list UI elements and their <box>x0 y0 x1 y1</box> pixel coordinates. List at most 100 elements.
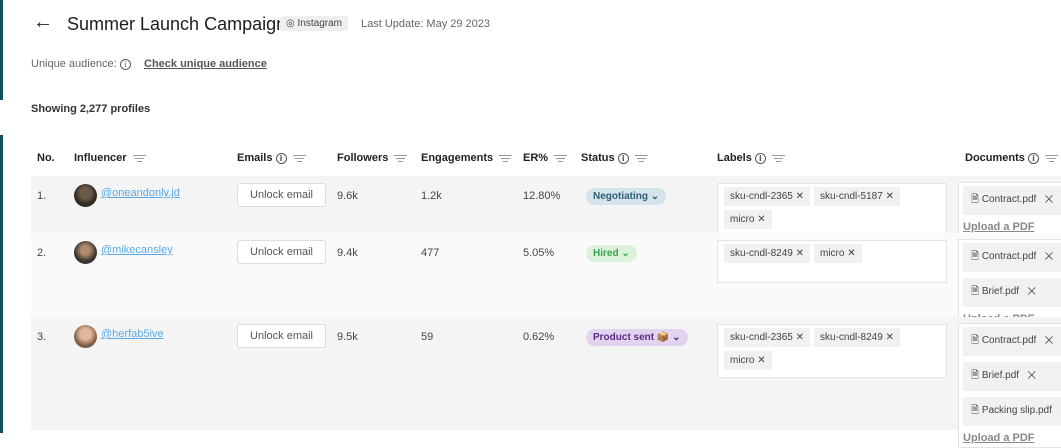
remove-label-icon[interactable]: ✕ <box>757 355 766 366</box>
col-followers[interactable]: Followers <box>337 152 408 164</box>
filter-icon[interactable] <box>292 153 306 164</box>
label-text: sku-cndl-2365 <box>730 332 793 343</box>
filter-icon[interactable] <box>771 153 785 164</box>
followers: 9.4k <box>337 247 358 259</box>
remove-label-icon[interactable]: ✕ <box>885 191 894 202</box>
page-title: Summer Launch Campaign <box>67 14 287 34</box>
file-icon: 🗎 <box>971 370 980 381</box>
status-dropdown[interactable]: Hired ⌄ <box>586 245 637 262</box>
filter-icon[interactable] <box>554 153 568 164</box>
col-label: Influencer <box>74 152 127 164</box>
col-emails[interactable]: Emails i <box>237 152 306 164</box>
filter-icon[interactable] <box>499 153 513 164</box>
instagram-icon: ◎ <box>286 18 298 29</box>
document-item[interactable]: 🗎 Contract.pdf ✕ <box>963 186 1061 215</box>
document-name: Contract.pdf <box>981 251 1037 262</box>
info-icon[interactable]: i <box>275 152 287 164</box>
influencer-handle[interactable]: @herfab5ive <box>101 328 164 340</box>
platform-badge: ◎ Instagram <box>280 16 348 31</box>
info-icon[interactable]: i <box>119 58 131 70</box>
col-influencer[interactable]: Influencer <box>74 152 146 164</box>
document-item[interactable]: 🗎 Contract.pdf ✕ <box>963 243 1061 272</box>
col-er[interactable]: ER% <box>523 152 568 164</box>
chevron-down-icon: ⌄ <box>621 248 630 259</box>
document-item[interactable]: 🗎 Packing slip.pdf ✕ <box>963 397 1061 426</box>
remove-document-icon[interactable]: ✕ <box>1044 194 1054 205</box>
info-icon[interactable]: i <box>754 152 766 164</box>
remove-document-icon[interactable]: ✕ <box>1044 335 1054 346</box>
label-tag: micro ✕ <box>813 244 862 263</box>
row-number: 3. <box>37 331 47 343</box>
chevron-down-icon: 📦 ⌄ <box>656 332 681 343</box>
avatar[interactable] <box>74 241 97 264</box>
remove-document-icon[interactable]: ✕ <box>1027 370 1037 381</box>
remove-label-icon[interactable]: ✕ <box>795 191 804 202</box>
label-tag: sku-cndl-8249 ✕ <box>813 328 900 347</box>
remove-document-icon[interactable]: ✕ <box>1027 286 1037 297</box>
documents-box: 🗎 Contract.pdf ✕🗎 Brief.pdf ✕Upload a PD… <box>958 239 1061 329</box>
remove-label-icon[interactable]: ✕ <box>757 214 766 225</box>
remove-label-icon[interactable]: ✕ <box>885 332 894 343</box>
col-status[interactable]: Status i <box>581 152 648 164</box>
label-tag: sku-cndl-5187 ✕ <box>813 187 900 206</box>
document-item[interactable]: 🗎 Brief.pdf ✕ <box>963 362 1061 391</box>
col-label: Labels <box>717 152 752 164</box>
label-text: micro <box>730 214 755 225</box>
avatar[interactable] <box>74 184 97 207</box>
chevron-down-icon: ⌄ <box>650 191 660 202</box>
unlock-email-button[interactable]: Unlock email <box>237 183 326 207</box>
filter-icon[interactable] <box>634 153 648 164</box>
col-label: Documents <box>965 152 1025 164</box>
document-item[interactable]: 🗎 Brief.pdf ✕ <box>963 278 1061 307</box>
document-name: Contract.pdf <box>981 194 1037 205</box>
status-label: Hired <box>593 248 619 259</box>
remove-label-icon[interactable]: ✕ <box>795 332 804 343</box>
unique-audience-text: Unique audience: <box>31 58 117 70</box>
er: 5.05% <box>523 247 555 259</box>
labels-input[interactable]: sku-cndl-2365 ✕ sku-cndl-8249 ✕micro ✕ <box>717 324 947 378</box>
followers: 9.5k <box>337 331 358 343</box>
back-arrow-icon[interactable]: ← <box>33 11 53 33</box>
followers: 9.6k <box>337 190 358 202</box>
col-label: Followers <box>337 152 389 164</box>
document-name: Brief.pdf <box>981 286 1020 297</box>
platform-label: Instagram <box>297 18 342 29</box>
col-engagements[interactable]: Engagements <box>421 152 513 164</box>
col-labels[interactable]: Labels i <box>717 152 785 164</box>
influencer-handle[interactable]: @oneandonly.jd <box>101 187 180 199</box>
col-label: ER% <box>523 152 549 164</box>
filter-icon[interactable] <box>1044 153 1058 164</box>
documents-box: 🗎 Contract.pdf ✕ Upload a PDF <box>958 182 1061 237</box>
status-label: Negotiating <box>593 191 648 202</box>
remove-label-icon[interactable]: ✕ <box>795 248 804 259</box>
remove-label-icon[interactable]: ✕ <box>847 248 856 259</box>
document-item[interactable]: 🗎 Contract.pdf ✕ <box>963 327 1061 356</box>
label-text: sku-cndl-8249 <box>819 332 883 343</box>
label-tag: sku-cndl-8249 ✕ <box>724 244 810 263</box>
info-icon[interactable]: i <box>1027 152 1039 164</box>
file-icon: 🗎 <box>971 286 980 297</box>
status-dropdown[interactable]: Product sent 📦 ⌄ <box>586 329 688 346</box>
info-icon[interactable]: i <box>617 152 629 164</box>
label-text: micro <box>819 248 845 259</box>
unlock-email-button[interactable]: Unlock email <box>237 324 326 348</box>
er: 0.62% <box>523 331 555 343</box>
labels-input[interactable]: sku-cndl-8249 ✕ micro ✕ <box>717 240 947 283</box>
col-label: Engagements <box>421 152 494 164</box>
upload-pdf-link[interactable]: Upload a PDF <box>963 432 1035 444</box>
filter-icon[interactable] <box>394 153 408 164</box>
unlock-email-button[interactable]: Unlock email <box>237 240 326 264</box>
remove-document-icon[interactable]: ✕ <box>1044 251 1054 262</box>
upload-pdf-link[interactable]: Upload a PDF <box>963 221 1035 233</box>
influencer-handle[interactable]: @mikecansley <box>101 244 173 256</box>
documents-box: 🗎 Contract.pdf ✕ 🗎 Brief.pdf ✕ 🗎 Packing s… <box>958 323 1061 448</box>
row-number: 1. <box>37 190 47 202</box>
labels-input[interactable]: sku-cndl-2365 ✕ sku-cndl-5187 ✕micro ✕ <box>717 183 947 237</box>
status-dropdown[interactable]: Negotiating ⌄ <box>586 188 667 205</box>
col-label: Status <box>581 152 615 164</box>
avatar[interactable] <box>74 325 97 348</box>
er: 12.80% <box>523 190 561 202</box>
filter-icon[interactable] <box>132 153 146 164</box>
check-unique-audience-link[interactable]: Check unique audience <box>144 58 267 70</box>
col-documents[interactable]: Documents i <box>965 152 1058 164</box>
